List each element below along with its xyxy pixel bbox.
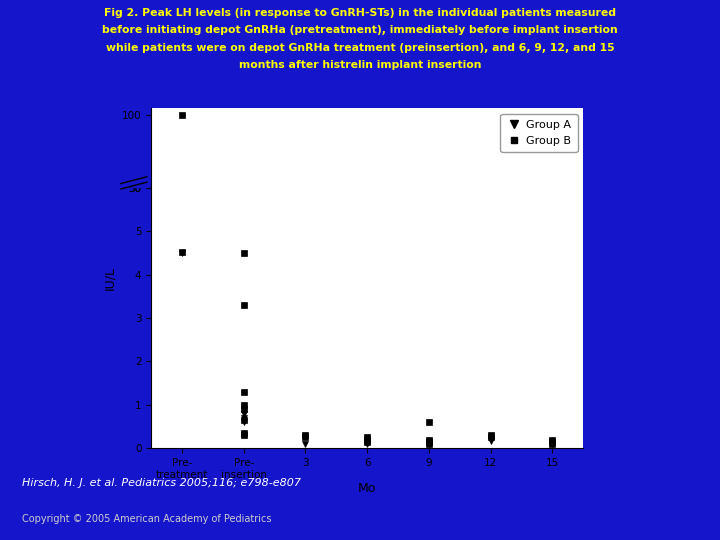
Text: Fig 2. Peak LH levels (in response to GnRH-STs) in the individual patients measu: Fig 2. Peak LH levels (in response to Gn…	[104, 8, 616, 18]
Text: Copyright © 2005 American Academy of Pediatrics: Copyright © 2005 American Academy of Ped…	[22, 514, 271, 524]
Bar	[117, 179, 147, 187]
Y-axis label: IU/L: IU/L	[103, 266, 117, 290]
Text: before initiating depot GnRHa (pretreatment), immediately before implant inserti: before initiating depot GnRHa (pretreatm…	[102, 25, 618, 36]
Text: while patients were on depot GnRHa treatment (preinsertion), and 6, 9, 12, and 1: while patients were on depot GnRHa treat…	[106, 43, 614, 53]
Text: months after histrelin implant insertion: months after histrelin implant insertion	[239, 60, 481, 70]
Text: Hirsch, H. J. et al. Pediatrics 2005;116; e798-e807: Hirsch, H. J. et al. Pediatrics 2005;116…	[22, 478, 301, 488]
X-axis label: Mo: Mo	[358, 482, 377, 495]
Legend: Group A, Group B: Group A, Group B	[500, 113, 577, 152]
